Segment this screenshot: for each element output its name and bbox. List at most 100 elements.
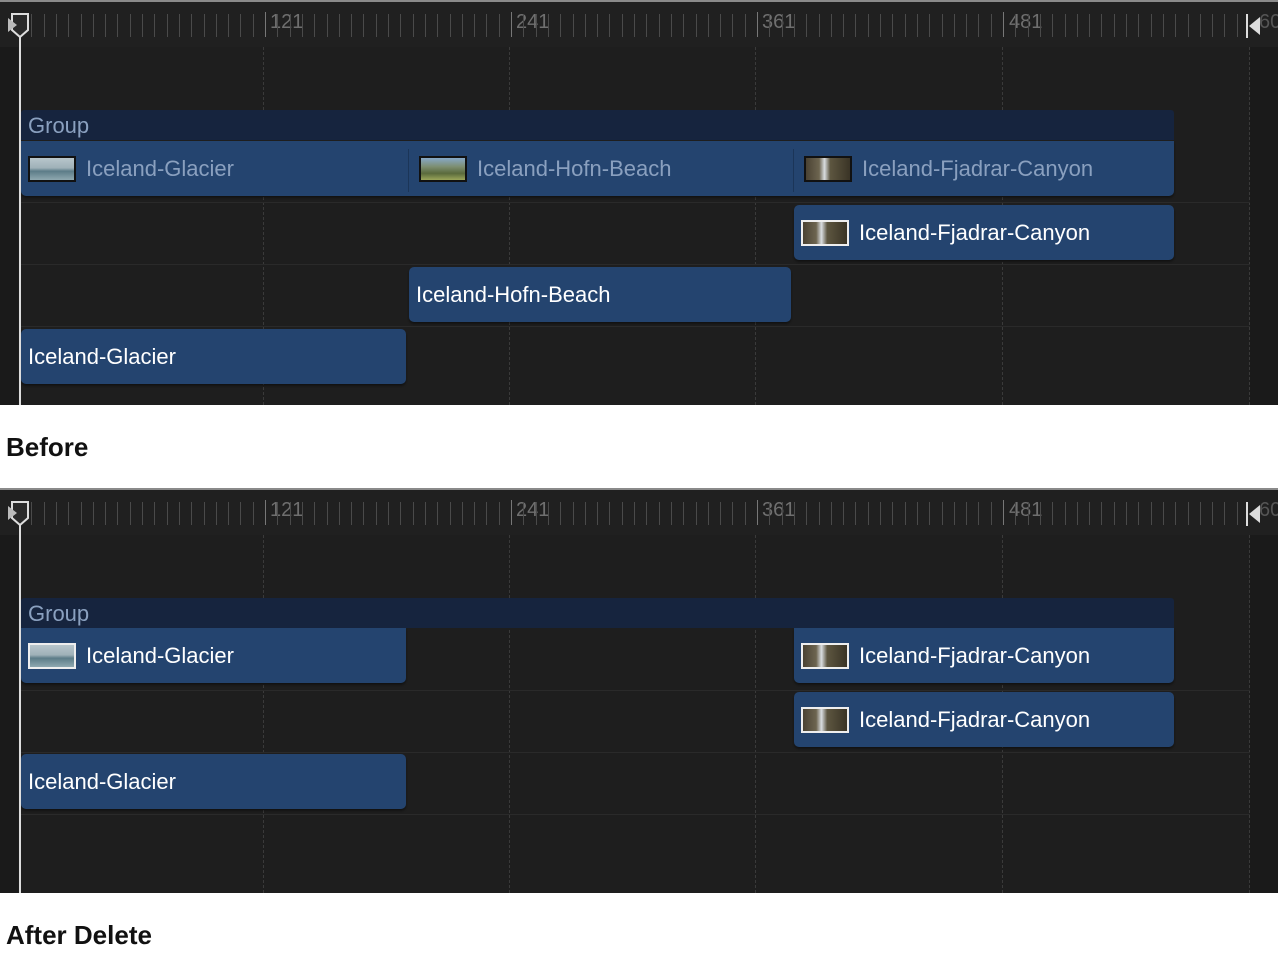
ruler-tick <box>622 14 623 37</box>
ruler-tick <box>413 14 414 37</box>
ruler-tick <box>794 14 795 37</box>
ruler-tick <box>413 502 414 525</box>
ruler-tick <box>843 502 844 525</box>
ruler-tick <box>1126 14 1127 37</box>
ruler-label: 241 <box>516 499 550 521</box>
ruler-tick <box>523 14 524 37</box>
ruler-tick <box>794 502 795 525</box>
ruler-tick <box>745 14 746 37</box>
gridline <box>755 47 756 405</box>
ruler-tick <box>855 502 856 525</box>
ruler-tick <box>450 502 451 525</box>
group-clip-iceland-glacier[interactable]: Iceland-Glacier <box>21 628 406 683</box>
ruler-tick <box>253 14 254 37</box>
ruler-tick <box>56 14 57 37</box>
group-clip-iceland-fjadrar-canyon[interactable]: Iceland-Fjadrar-Canyon <box>794 628 1174 683</box>
out-point-marker-icon[interactable] <box>1246 502 1260 526</box>
ruler-tick <box>1040 14 1041 37</box>
ruler-tick <box>536 14 537 37</box>
group-clip-iceland-glacier[interactable]: Iceland-Glacier <box>21 141 407 196</box>
group-clip-iceland-fjadrar-canyon[interactable]: Iceland-Fjadrar-Canyon <box>797 141 1174 196</box>
ruler-tick <box>978 502 979 525</box>
ruler-tick <box>1028 14 1029 37</box>
ruler-tick <box>290 502 291 525</box>
ruler-tick <box>597 502 598 525</box>
ruler-tick <box>708 14 709 37</box>
ruler-tick <box>117 14 118 37</box>
group-clip-iceland-hofn-beach[interactable]: Iceland-Hofn-Beach <box>412 141 792 196</box>
ruler-tick <box>745 502 746 525</box>
ruler-tick <box>363 14 364 37</box>
ruler-tick <box>757 12 758 37</box>
ruler-tick <box>204 14 205 37</box>
ruler-tick <box>1065 502 1066 525</box>
track-divider <box>20 690 1250 691</box>
group-layer[interactable]: Group <box>21 110 1174 140</box>
ruler-tick <box>843 14 844 37</box>
clip-iceland-fjadrar-canyon[interactable]: Iceland-Fjadrar-Canyon <box>794 692 1174 747</box>
ruler-tick <box>1114 14 1115 37</box>
out-point-marker-icon[interactable] <box>1246 14 1260 38</box>
ruler-tick <box>868 14 869 37</box>
ruler-tick <box>31 14 32 37</box>
ruler-tick <box>831 14 832 37</box>
ruler-tick <box>240 14 241 37</box>
ruler-tick <box>240 502 241 525</box>
timeline-ruler[interactable]: 121 241 361 481 60 <box>0 490 1278 535</box>
clip-iceland-hofn-beach[interactable]: Iceland-Hofn-Beach <box>409 267 791 322</box>
gridline <box>263 47 264 405</box>
clip-label: Iceland-Fjadrar-Canyon <box>859 706 1091 732</box>
thumbnail-icon <box>28 642 76 669</box>
ruler-tick <box>1175 14 1176 37</box>
ruler-tick <box>1200 14 1201 37</box>
ruler-tick <box>376 14 377 37</box>
ruler-label-end: 60 <box>1259 499 1278 521</box>
ruler-tick <box>154 14 155 37</box>
clip-iceland-glacier[interactable]: Iceland-Glacier <box>21 329 406 384</box>
ruler-tick <box>782 502 783 525</box>
ruler-tick <box>523 502 524 525</box>
ruler-tick <box>819 14 820 37</box>
clip-iceland-glacier[interactable]: Iceland-Glacier <box>21 754 406 809</box>
group-clips-row: Iceland-Glacier Iceland-Hofn-Beach Icela… <box>21 141 1174 196</box>
ruler-tick <box>351 502 352 525</box>
thumbnail-icon <box>801 642 849 669</box>
ruler-label: 361 <box>762 11 796 33</box>
ruler-tick <box>1151 502 1152 525</box>
ruler-tick <box>609 14 610 37</box>
ruler-tick <box>117 502 118 525</box>
ruler-tick <box>929 502 930 525</box>
ruler-tick <box>757 500 758 525</box>
clip-separator <box>793 149 794 192</box>
ruler-label-end: 60 <box>1259 11 1278 33</box>
ruler-tick <box>646 502 647 525</box>
ruler-tick <box>425 502 426 525</box>
playhead-handle-icon[interactable] <box>8 12 30 38</box>
ruler-tick <box>659 502 660 525</box>
ruler-tick <box>1089 14 1090 37</box>
ruler-tick <box>68 14 69 37</box>
ruler-tick <box>327 14 328 37</box>
ruler-tick <box>597 14 598 37</box>
ruler-tick <box>314 502 315 525</box>
ruler-tick <box>978 14 979 37</box>
ruler-tick <box>720 14 721 37</box>
ruler-tick <box>1052 502 1053 525</box>
ruler-tick <box>991 14 992 37</box>
playhead[interactable] <box>19 20 21 405</box>
playhead-handle-icon[interactable] <box>8 500 30 526</box>
timeline-ruler[interactable]: 121 241 361 481 60 <box>0 2 1278 47</box>
clip-iceland-fjadrar-canyon[interactable]: Iceland-Fjadrar-Canyon <box>794 205 1174 260</box>
ruler-tick <box>400 14 401 37</box>
ruler-tick <box>191 14 192 37</box>
clip-label: Iceland-Glacier <box>28 768 176 794</box>
ruler-tick <box>634 502 635 525</box>
ruler-tick <box>1163 14 1164 37</box>
ruler-tick <box>1188 502 1189 525</box>
group-layer[interactable]: Group <box>21 598 1174 628</box>
track-divider <box>20 202 1250 203</box>
playhead[interactable] <box>19 508 21 893</box>
ruler-tick <box>548 14 549 37</box>
ruler-tick <box>708 502 709 525</box>
ruler-tick <box>819 502 820 525</box>
